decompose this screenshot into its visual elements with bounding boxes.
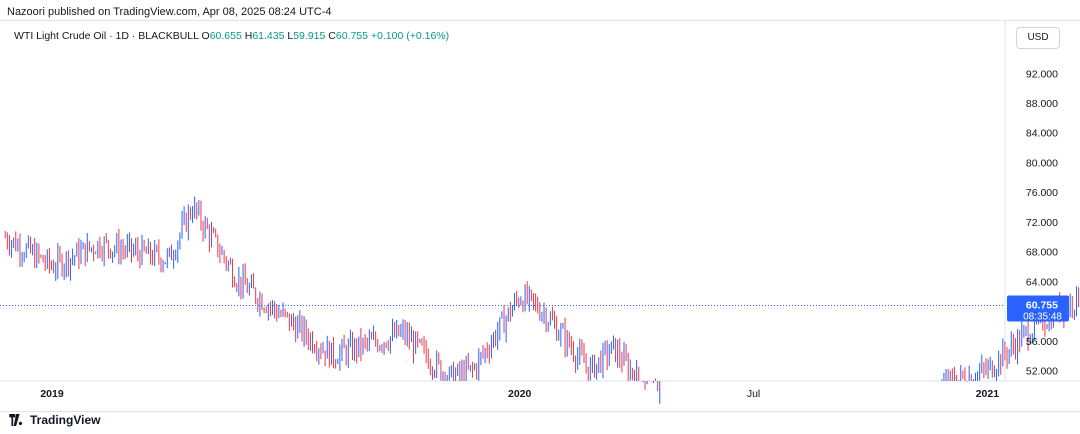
symbol-legend: WTI Light Crude Oil · 1D · BLACKBULL O60… (14, 30, 449, 42)
price-countdown: 08:35:48 (1023, 311, 1062, 322)
price-tick-label: 76.000 (1026, 187, 1058, 199)
high-value: 61.435 (252, 30, 285, 42)
price-tick-label: 64.000 (1026, 276, 1058, 288)
current-price-value: 60.755 (1026, 299, 1058, 311)
symbol-name[interactable]: WTI Light Crude Oil · 1D · BLACKBULL (14, 30, 199, 42)
close-label: C (328, 30, 336, 42)
time-axis: 20192020Jul2021Jul2022Jul2023Jul2024Jul2… (40, 388, 1000, 400)
price-tick-label: 72.000 (1026, 217, 1058, 229)
close-value: 60.755 (335, 30, 368, 42)
price-tick-label: 52.000 (1026, 366, 1058, 378)
current-price-tag (1007, 295, 1069, 322)
tradingview-logo-icon (9, 414, 23, 426)
price-tick-label: 88.000 (1026, 98, 1058, 110)
tradingview-brand[interactable]: TradingView (8, 413, 100, 427)
chart-frame (0, 20, 1080, 412)
open-label: O (201, 30, 210, 42)
price-levels: (76.993)(75.561)(72.556)(71.115)(69.309)… (0, 304, 1005, 306)
low-label: L (287, 30, 294, 42)
open-value: 60.655 (209, 30, 242, 42)
price-tick-label: 92.000 (1026, 68, 1058, 80)
low-value: 59.915 (293, 30, 326, 42)
time-tick-label: 2019 (40, 388, 64, 400)
time-tick-label: 2020 (508, 388, 532, 400)
price-tick-label: 68.000 (1026, 247, 1058, 259)
time-tick-label: Jul (747, 388, 760, 400)
price-tick-label: 56.000 (1026, 336, 1058, 348)
price-tick-label: 80.000 (1026, 157, 1058, 169)
time-tick-label: 2021 (976, 388, 1000, 400)
publisher-caption: Nazoori published on TradingView.com, Ap… (7, 6, 332, 18)
high-label: H (244, 30, 253, 42)
grid (0, 20, 1080, 382)
price-tick-label: 84.000 (1026, 128, 1058, 140)
brand-name: TradingView (30, 413, 101, 427)
currency-button[interactable]: USD (1016, 27, 1060, 49)
change-value: +0.100 (+0.16%) (370, 30, 450, 42)
candles (4, 196, 1080, 404)
price-axis: 92.000 88.000 84.000 80.000 76.000 72.000 68.0… (1007, 68, 1069, 378)
